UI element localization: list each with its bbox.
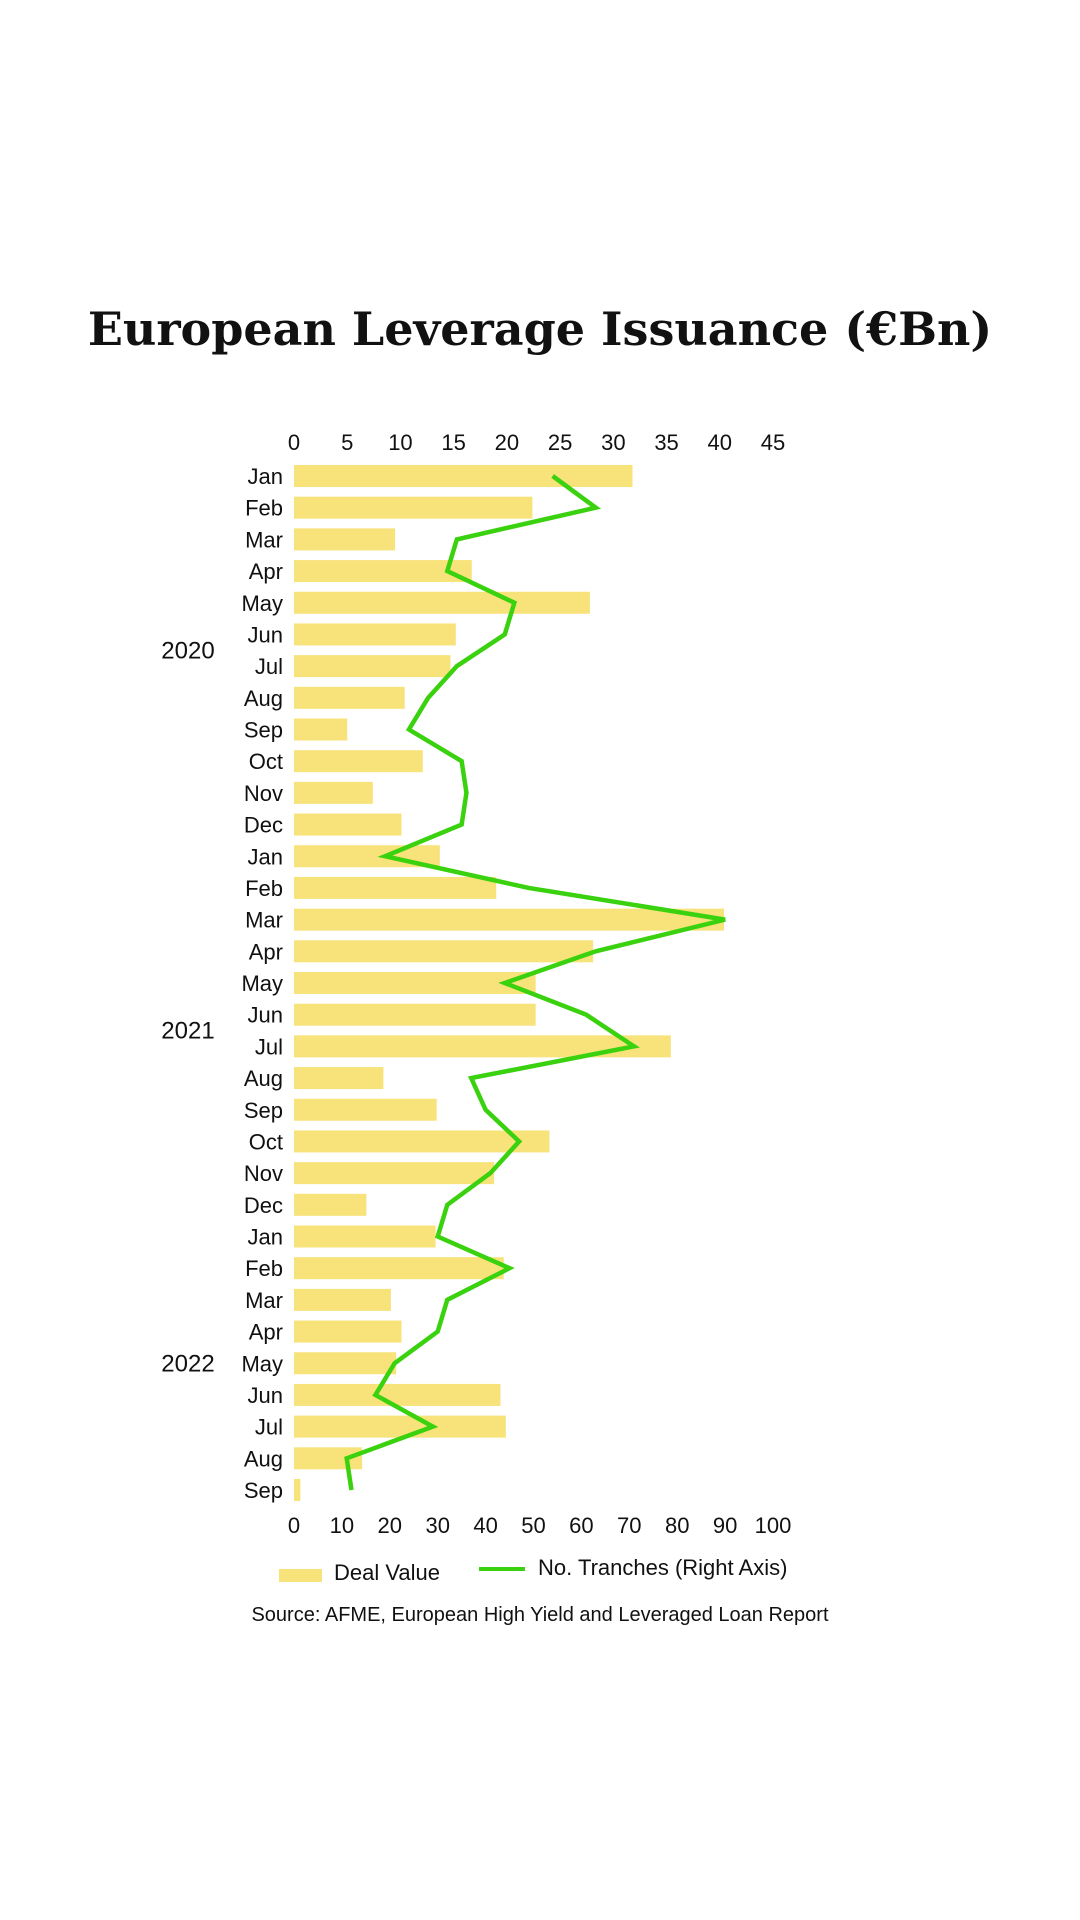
bar-4 [294, 591, 590, 614]
top-tick-label: 15 [441, 430, 465, 455]
bar-10 [294, 781, 373, 804]
legend-label-tranches: No. Tranches (Right Axis) [538, 1555, 788, 1580]
bar-20 [294, 1098, 437, 1121]
category-label: Nov [244, 1161, 283, 1186]
category-label: Jun [248, 1003, 283, 1028]
bar-8 [294, 718, 348, 741]
bar-1 [294, 496, 533, 519]
bar-3 [294, 560, 472, 583]
category-label: Oct [249, 749, 283, 774]
source-note: Source: AFME, European High Yield and Le… [251, 1604, 829, 1626]
category-label: Jan [248, 464, 283, 489]
bar-28 [294, 1352, 397, 1375]
bar-24 [294, 1225, 436, 1248]
category-label: May [241, 1351, 283, 1376]
category-label: Jun [248, 622, 283, 647]
bar-19 [294, 1067, 384, 1090]
category-label: Sep [244, 1098, 283, 1123]
bar-14 [294, 908, 725, 931]
category-label: Dec [244, 1193, 283, 1218]
top-tick-label: 40 [708, 430, 732, 455]
bar-5 [294, 623, 456, 646]
legend-label-deal-value: Deal Value [334, 1560, 440, 1585]
category-label: Jul [255, 1415, 283, 1440]
bottom-tick-label: 50 [521, 1513, 545, 1538]
category-label: Jul [255, 654, 283, 679]
legend-swatch-deal-value [279, 1569, 322, 1582]
category-label: Aug [244, 1446, 283, 1471]
bar-16 [294, 972, 536, 994]
legend-swatch-tranches [479, 1567, 525, 1571]
bottom-tick-label: 90 [713, 1513, 737, 1538]
bottom-tick-label: 100 [755, 1513, 792, 1538]
top-tick-label: 0 [288, 430, 300, 455]
category-label: Apr [249, 1320, 283, 1345]
bar-23 [294, 1193, 367, 1216]
bar-7 [294, 686, 405, 709]
top-tick-label: 20 [495, 430, 519, 455]
bar-2 [294, 528, 396, 551]
category-label: Dec [244, 813, 283, 838]
bar-29 [294, 1383, 501, 1406]
bar-0 [294, 465, 633, 487]
category-label: Jan [248, 1225, 283, 1250]
category-label: Sep [244, 718, 283, 743]
bar-11 [294, 813, 402, 836]
bottom-tick-label: 80 [665, 1513, 689, 1538]
category-label: Mar [245, 527, 283, 552]
year-label: 2022 [161, 1350, 214, 1377]
top-tick-label: 5 [341, 430, 353, 455]
bar-18 [294, 1035, 671, 1058]
category-label: Mar [245, 1288, 283, 1313]
bottom-tick-label: 10 [330, 1513, 354, 1538]
category-label: Oct [249, 1129, 283, 1154]
category-label: Aug [244, 686, 283, 711]
top-tick-label: 30 [601, 430, 625, 455]
category-label: Apr [249, 939, 283, 964]
category-label: Jan [248, 844, 283, 869]
bottom-tick-label: 0 [288, 1513, 300, 1538]
top-tick-label: 45 [761, 430, 785, 455]
category-label: Jun [248, 1383, 283, 1408]
top-tick-label: 35 [654, 430, 678, 455]
bar-32 [294, 1479, 301, 1501]
bar-6 [294, 655, 451, 678]
bottom-tick-label: 30 [425, 1513, 449, 1538]
category-label: Jul [255, 1034, 283, 1059]
bar-17 [294, 1003, 536, 1026]
category-label: May [241, 971, 283, 996]
category-label: Aug [244, 1066, 283, 1091]
bar-15 [294, 940, 594, 963]
bar-13 [294, 876, 497, 899]
bar-30 [294, 1415, 506, 1438]
top-tick-label: 10 [388, 430, 412, 455]
bottom-tick-label: 40 [473, 1513, 497, 1538]
category-label: Nov [244, 781, 283, 806]
category-label: Mar [245, 908, 283, 933]
bar-9 [294, 750, 423, 773]
bar-26 [294, 1288, 391, 1311]
bar-27 [294, 1320, 402, 1343]
top-tick-label: 25 [548, 430, 572, 455]
category-label: Feb [245, 876, 283, 901]
chart-title: European Leverage Issuance (€Bn) [87, 302, 993, 356]
category-label: Feb [245, 1256, 283, 1281]
category-label: Feb [245, 496, 283, 521]
category-label: May [241, 591, 283, 616]
category-label: Sep [244, 1478, 283, 1503]
bottom-tick-label: 70 [617, 1513, 641, 1538]
bar-21 [294, 1130, 550, 1153]
bottom-tick-label: 60 [569, 1513, 593, 1538]
bar-31 [294, 1447, 363, 1470]
year-label: 2021 [161, 1018, 214, 1045]
year-label: 2020 [161, 637, 214, 664]
bar-22 [294, 1162, 495, 1185]
bottom-tick-label: 20 [378, 1513, 402, 1538]
category-label: Apr [249, 559, 283, 584]
bar-25 [294, 1257, 504, 1280]
